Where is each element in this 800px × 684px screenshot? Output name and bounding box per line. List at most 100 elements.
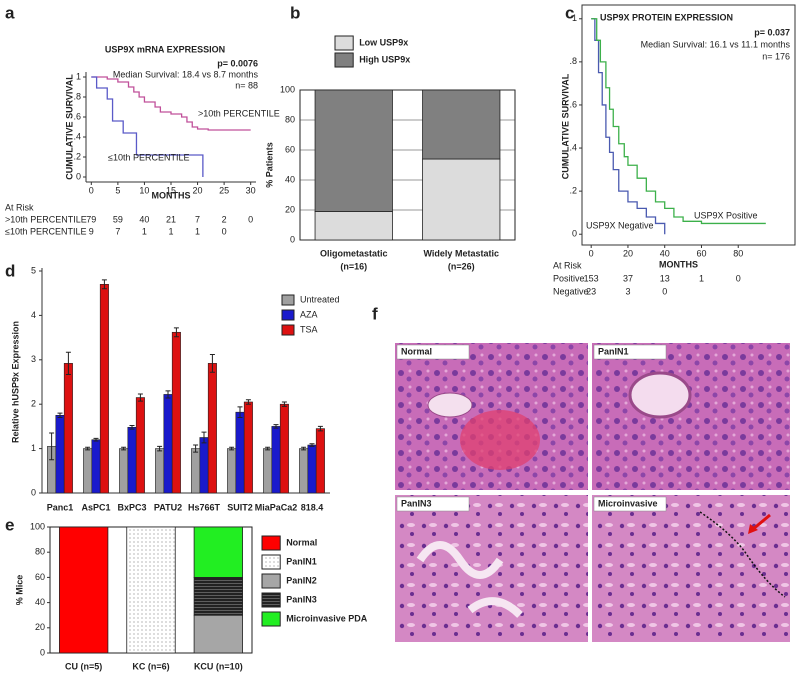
y-tick-label: 80	[285, 114, 295, 124]
error-bar	[193, 444, 199, 453]
image-panin1	[592, 343, 790, 490]
y-tick-label: 0	[572, 229, 577, 239]
x-tick-label: 40	[660, 248, 670, 258]
image-label-box	[593, 344, 667, 360]
error-bar	[273, 424, 279, 429]
at-risk-count: 59	[113, 214, 123, 224]
bar	[191, 448, 201, 494]
legend-swatch	[281, 309, 295, 321]
at-risk-row-name: ≤10th PERCENTILE	[5, 226, 86, 236]
error-bar	[129, 425, 135, 430]
y-tick-label: 100	[30, 521, 45, 531]
curve-label: >10th PERCENTILE	[198, 108, 280, 118]
bar	[263, 448, 273, 494]
duct	[427, 392, 473, 418]
y-tick-label: 0	[290, 234, 295, 244]
x-tick-label: 10	[139, 185, 149, 195]
x-tick-label: KCU (n=10)	[194, 661, 243, 671]
bar	[127, 426, 137, 494]
error-bar	[317, 425, 323, 432]
legend-swatch	[281, 324, 295, 336]
stat-text: p= 0.0076	[217, 58, 258, 68]
stat-text: n= 176	[762, 51, 790, 61]
y-tick-label: 0	[76, 171, 81, 181]
bar	[155, 448, 165, 494]
y-tick-label: 2	[31, 399, 36, 409]
survival-curve	[591, 18, 666, 235]
error-bar	[121, 446, 127, 451]
y-tick-label: .8	[73, 91, 81, 101]
error-bar	[201, 431, 207, 444]
bar-segment	[126, 526, 176, 654]
bar-segment	[193, 526, 243, 578]
y-tick-label: 60	[285, 144, 295, 154]
legend-label: Low USP9x	[359, 37, 408, 47]
bar	[63, 363, 73, 494]
error-bar	[245, 399, 251, 405]
legend-swatch	[261, 611, 281, 627]
error-bar	[165, 390, 171, 399]
x-tick-label: (n=26)	[448, 261, 475, 271]
error-bar	[301, 446, 307, 451]
at-risk-count: 1	[699, 273, 704, 283]
at-risk-count: 79	[86, 214, 96, 224]
invasion-border	[699, 511, 786, 598]
error-bar	[137, 393, 143, 402]
error-bar	[209, 353, 215, 373]
bar	[83, 448, 93, 494]
y-tick-label: 3	[31, 354, 36, 364]
bar	[207, 363, 217, 494]
y-tick-label: 40	[35, 597, 45, 607]
at-risk-label: At Risk	[553, 260, 582, 270]
legend-swatch	[261, 573, 281, 589]
y-tick-label: 0	[40, 647, 45, 657]
x-tick-label: 818.4	[301, 502, 324, 512]
panel-letter: d	[5, 261, 15, 280]
bar	[99, 284, 109, 494]
survival-curve	[91, 76, 204, 177]
y-tick-label: 80	[35, 547, 45, 557]
bar	[163, 394, 173, 494]
panel-letter: c	[565, 3, 574, 22]
bar	[227, 448, 237, 494]
y-axis-label: CUMULATIVE SURVIVAL	[64, 74, 74, 180]
at-risk-count: 9	[89, 226, 94, 236]
y-axis-label: % Patients	[264, 142, 274, 188]
y-tick-label: .2	[569, 186, 577, 196]
x-tick-label: MiaPaCa2	[255, 502, 298, 512]
at-risk-count: 13	[660, 273, 670, 283]
panel-letter: f	[372, 304, 378, 323]
x-tick-label: KC (n=6)	[132, 661, 169, 671]
x-tick-label: 30	[246, 185, 256, 195]
legend-label: Microinvasive PDA	[286, 613, 368, 623]
legend-swatch	[261, 535, 281, 551]
legend-label: High USP9x	[359, 54, 410, 64]
histology-panels	[395, 343, 790, 642]
y-tick-label: 1	[76, 71, 81, 81]
curve-label: ≤10th PERCENTILE	[108, 152, 189, 162]
bar	[91, 439, 101, 494]
image-label: PanIN1	[598, 346, 629, 356]
x-tick-label: Panc1	[47, 502, 74, 512]
x-tick-label: 60	[696, 248, 706, 258]
legend-label: PanIN2	[286, 575, 317, 585]
stat-text: n= 88	[235, 80, 258, 90]
arrow	[751, 513, 771, 532]
image-label: Normal	[401, 346, 432, 356]
legend-swatch	[261, 592, 281, 608]
stat-text: Median Survival: 16.1 vs 11.1 months	[641, 39, 791, 49]
x-tick-label: BxPC3	[117, 502, 146, 512]
y-tick-label: 1	[572, 13, 577, 23]
y-tick-label: .6	[73, 111, 81, 121]
legend-label: PanIN1	[286, 556, 317, 566]
image-label: Microinvasive	[598, 498, 658, 508]
y-tick-label: 20	[35, 622, 45, 632]
curve-label: USP9X Positive	[694, 210, 758, 220]
panel-letter: a	[5, 3, 15, 22]
y-axis-label: CUMULATIVE SURVIVAL	[560, 73, 570, 179]
at-risk-count: 0	[736, 273, 741, 283]
bar	[271, 426, 281, 494]
survival-curve	[591, 18, 766, 225]
error-bar	[309, 443, 315, 447]
